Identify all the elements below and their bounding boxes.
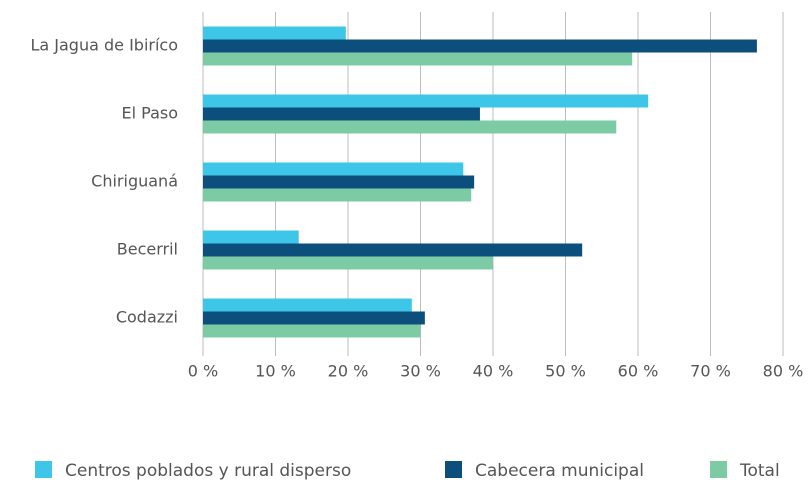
- y-tick-label: Codazzi: [116, 308, 178, 327]
- bar: [203, 107, 480, 121]
- x-tick-label: 50 %: [545, 362, 586, 381]
- bar: [203, 52, 633, 66]
- bar: [203, 162, 464, 176]
- bar: [203, 230, 299, 244]
- x-tick-label: 20 %: [328, 362, 369, 381]
- x-tick-label: 60 %: [618, 362, 659, 381]
- bar: [203, 175, 475, 189]
- bar: [203, 188, 472, 202]
- bar: [203, 39, 757, 53]
- bar: [203, 26, 346, 40]
- bar: [203, 256, 493, 270]
- bar: [203, 324, 421, 338]
- bar: [203, 311, 425, 325]
- x-tick-label: 0 %: [188, 362, 218, 381]
- bar: [203, 94, 649, 108]
- y-tick-label: La Jagua de Ibiríco: [30, 36, 178, 55]
- legend-label: Total: [739, 461, 780, 481]
- x-tick-label: 30 %: [400, 362, 441, 381]
- bar: [203, 243, 583, 257]
- legend-label: Centros poblados y rural disperso: [65, 461, 351, 481]
- bar: [203, 120, 617, 134]
- x-tick-label: 70 %: [690, 362, 731, 381]
- y-tick-label: Chiriguaná: [91, 172, 178, 191]
- legend-label: Cabecera municipal: [475, 461, 644, 481]
- y-tick-label: Becerril: [117, 240, 178, 259]
- x-tick-label: 80 %: [763, 362, 804, 381]
- x-tick-label: 40 %: [473, 362, 514, 381]
- x-tick-label: 10 %: [255, 362, 296, 381]
- y-tick-label: El Paso: [122, 104, 179, 123]
- legend-swatch: [35, 461, 52, 478]
- legend-swatch: [710, 461, 727, 478]
- legend-swatch: [445, 461, 462, 478]
- bar: [203, 298, 412, 312]
